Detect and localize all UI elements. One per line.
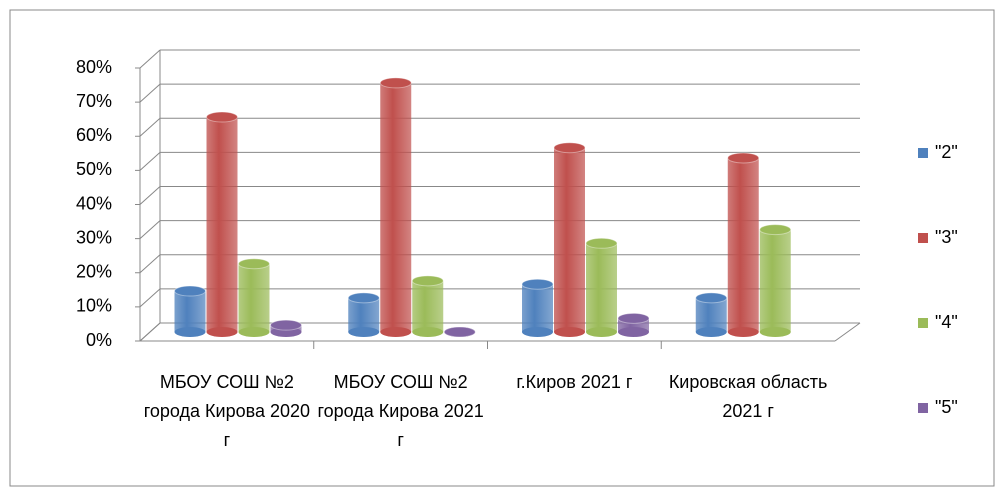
bar-top bbox=[379, 77, 412, 89]
y-tick-label: 50% bbox=[76, 159, 112, 179]
legend-label: "2" bbox=[935, 142, 958, 162]
grid-line bbox=[139, 117, 161, 137]
x-tick-label: МБОУ СОШ №2 города Кирова 2021 г bbox=[317, 372, 484, 450]
bar bbox=[695, 297, 727, 332]
bar bbox=[554, 147, 585, 332]
bar bbox=[380, 82, 412, 332]
x-tick-label: г.Киров 2021 г bbox=[516, 372, 633, 392]
bar bbox=[759, 229, 791, 332]
x-tick-label: МБОУ СОШ №2 города Кирова 2020 г bbox=[143, 372, 311, 450]
legend-label: "3" bbox=[935, 227, 958, 247]
bar-top bbox=[727, 152, 760, 164]
bar-top bbox=[443, 326, 476, 338]
bar bbox=[174, 291, 206, 332]
y-tick-label: 70% bbox=[76, 91, 112, 111]
y-tick-label: 80% bbox=[76, 57, 112, 77]
grid-line bbox=[139, 152, 161, 171]
legend-label: "5" bbox=[935, 397, 958, 417]
bar-top bbox=[411, 275, 444, 287]
grid-line bbox=[139, 220, 161, 239]
legend-swatch bbox=[918, 148, 928, 158]
y-tick-label: 0% bbox=[86, 330, 112, 350]
legend-swatch bbox=[918, 233, 928, 243]
bar bbox=[727, 157, 759, 332]
bar-top bbox=[174, 285, 206, 297]
bar bbox=[238, 263, 270, 332]
bar-top bbox=[585, 237, 618, 249]
y-tick-label: 60% bbox=[76, 125, 112, 145]
grid-line bbox=[139, 49, 161, 69]
bar bbox=[206, 117, 238, 332]
bar-top bbox=[759, 224, 792, 236]
grid-line bbox=[139, 322, 161, 342]
legend-label: "4" bbox=[935, 312, 958, 332]
bar bbox=[348, 297, 380, 332]
bar-top bbox=[238, 258, 270, 270]
bar-top bbox=[617, 312, 650, 324]
x-tick-label: Кировская область 2021 г bbox=[668, 372, 828, 421]
bar bbox=[412, 280, 444, 332]
chart-border bbox=[9, 9, 995, 487]
y-tick-label: 20% bbox=[76, 262, 112, 282]
grid-line bbox=[139, 83, 161, 103]
legend-swatch bbox=[918, 403, 928, 413]
floor-line bbox=[834, 322, 861, 342]
bar-top bbox=[206, 111, 238, 123]
bar-top bbox=[695, 292, 728, 304]
y-tick-label: 30% bbox=[76, 227, 112, 247]
bar bbox=[586, 243, 617, 332]
y-tick-label: 10% bbox=[76, 296, 112, 316]
bar-top bbox=[347, 292, 380, 304]
grid-line bbox=[139, 288, 161, 308]
bar bbox=[522, 284, 553, 332]
grid-line bbox=[139, 186, 161, 205]
bar-top bbox=[553, 142, 586, 154]
y-tick-label: 40% bbox=[76, 193, 112, 213]
legend-swatch bbox=[918, 318, 928, 328]
bar-top bbox=[521, 278, 554, 290]
grid-line bbox=[139, 254, 161, 274]
bar-top bbox=[270, 319, 302, 331]
